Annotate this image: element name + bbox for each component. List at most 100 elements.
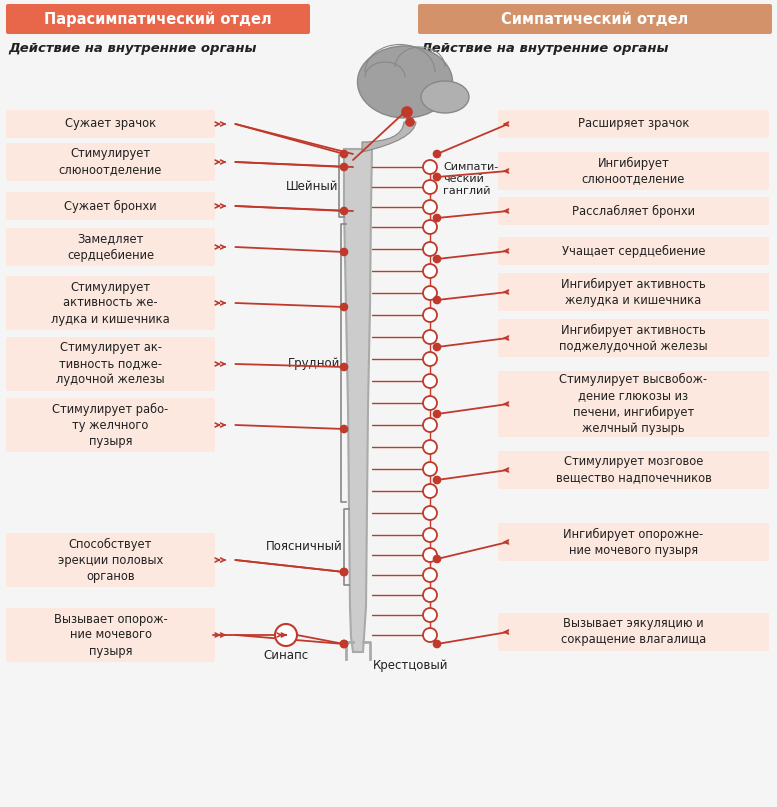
Text: Замедляет
сердцебиение: Замедляет сердцебиение <box>67 232 154 261</box>
Circle shape <box>434 641 441 647</box>
Circle shape <box>423 588 437 602</box>
FancyBboxPatch shape <box>498 371 769 437</box>
FancyBboxPatch shape <box>498 613 769 651</box>
Circle shape <box>423 352 437 366</box>
Circle shape <box>423 528 437 542</box>
Circle shape <box>423 308 437 322</box>
FancyBboxPatch shape <box>6 192 215 220</box>
Circle shape <box>423 484 437 498</box>
Circle shape <box>423 462 437 476</box>
Circle shape <box>434 150 441 157</box>
Circle shape <box>423 286 437 300</box>
Circle shape <box>434 256 441 262</box>
Circle shape <box>434 555 441 562</box>
Circle shape <box>423 440 437 454</box>
Text: Стимулирует ак-
тивность поджe-
лудочной железы: Стимулирует ак- тивность поджe- лудочной… <box>56 341 165 387</box>
Circle shape <box>423 506 437 520</box>
Circle shape <box>423 242 437 256</box>
FancyBboxPatch shape <box>498 152 769 190</box>
Circle shape <box>402 107 412 117</box>
Circle shape <box>423 608 437 622</box>
Circle shape <box>340 641 347 647</box>
Text: Сужает зрачок: Сужает зрачок <box>65 118 156 131</box>
FancyBboxPatch shape <box>498 451 769 489</box>
Circle shape <box>423 374 437 388</box>
Text: Стимулирует
активность же-
лудка и кишечника: Стимулирует активность же- лудка и кишеч… <box>51 281 170 325</box>
FancyBboxPatch shape <box>6 110 215 138</box>
Text: Симпатический отдел: Симпатический отдел <box>501 11 688 27</box>
PathPatch shape <box>362 122 416 152</box>
Text: Поясничный: Поясничный <box>267 541 343 554</box>
Text: Стимулирует
слюноотделение: Стимулирует слюноотделение <box>59 148 162 177</box>
Circle shape <box>340 164 347 170</box>
FancyBboxPatch shape <box>6 228 215 266</box>
Text: Расширяет зрачок: Расширяет зрачок <box>578 118 689 131</box>
Circle shape <box>340 249 347 256</box>
FancyBboxPatch shape <box>6 398 215 452</box>
Text: Парасимпатический отдел: Парасимпатический отдел <box>44 11 272 27</box>
Text: Ингибирует
слюноотделение: Ингибирует слюноотделение <box>582 157 685 186</box>
Text: Вызывает эякуляцию и
сокращение влагалища: Вызывает эякуляцию и сокращение влагалищ… <box>561 617 706 646</box>
Text: Крестцовый: Крестцовый <box>373 659 448 672</box>
FancyBboxPatch shape <box>498 197 769 225</box>
Text: Ингибирует активность
поджелудочной железы: Ингибирует активность поджелудочной желе… <box>559 324 708 353</box>
Text: Шейный: Шейный <box>285 179 338 193</box>
FancyBboxPatch shape <box>498 273 769 311</box>
Circle shape <box>423 548 437 562</box>
FancyBboxPatch shape <box>6 608 215 662</box>
Text: Способствует
эрекции половых
органов: Способствует эрекции половых органов <box>57 537 163 583</box>
Circle shape <box>423 264 437 278</box>
Ellipse shape <box>421 81 469 113</box>
Circle shape <box>434 344 441 350</box>
Circle shape <box>423 180 437 194</box>
Text: Действие на внутренние органы: Действие на внутренние органы <box>420 42 668 55</box>
Circle shape <box>423 396 437 410</box>
Circle shape <box>423 418 437 432</box>
Circle shape <box>423 200 437 214</box>
Text: Действие на внутренние органы: Действие на внутренние органы <box>8 42 256 55</box>
Circle shape <box>340 303 347 311</box>
Text: Стимулирует мозговое
вещество надпочечников: Стимулирует мозговое вещество надпочечни… <box>556 455 712 484</box>
FancyBboxPatch shape <box>498 319 769 357</box>
Circle shape <box>340 641 347 647</box>
Circle shape <box>406 118 414 126</box>
FancyBboxPatch shape <box>418 4 772 34</box>
Circle shape <box>434 411 441 417</box>
Circle shape <box>340 568 347 575</box>
FancyBboxPatch shape <box>6 337 215 391</box>
FancyBboxPatch shape <box>498 110 769 138</box>
Circle shape <box>434 476 441 483</box>
PathPatch shape <box>344 149 372 652</box>
Text: Стимулирует рабо-
ту желчного
пузыря: Стимулирует рабо- ту желчного пузыря <box>52 403 169 448</box>
Text: Синапс: Синапс <box>263 649 308 662</box>
Circle shape <box>340 363 347 370</box>
Circle shape <box>340 568 347 575</box>
FancyBboxPatch shape <box>6 4 310 34</box>
FancyBboxPatch shape <box>6 533 215 587</box>
FancyBboxPatch shape <box>498 237 769 265</box>
Circle shape <box>434 215 441 221</box>
Ellipse shape <box>357 46 452 118</box>
Circle shape <box>423 330 437 344</box>
Circle shape <box>423 568 437 582</box>
Circle shape <box>340 150 347 157</box>
Circle shape <box>423 160 437 174</box>
Text: Вызывает опорож-
ние мочевого
пузыря: Вызывает опорож- ние мочевого пузыря <box>54 613 167 658</box>
Circle shape <box>275 624 297 646</box>
Text: Расслабляет бронхи: Расслабляет бронхи <box>572 204 695 218</box>
FancyBboxPatch shape <box>6 276 215 330</box>
Circle shape <box>340 425 347 433</box>
Text: Грудной: Грудной <box>287 357 340 370</box>
Text: Симпати-
ческий
ганглий: Симпати- ческий ганглий <box>443 161 498 196</box>
Text: Ингибирует опорожне-
ние мочевого пузыря: Ингибирует опорожне- ние мочевого пузыря <box>563 528 704 557</box>
Text: Ингибирует активность
желудка и кишечника: Ингибирует активность желудка и кишечник… <box>561 278 706 307</box>
Text: Учащает сердцебиение: Учащает сердцебиение <box>562 245 706 257</box>
Circle shape <box>423 220 437 234</box>
FancyBboxPatch shape <box>6 143 215 181</box>
Circle shape <box>423 628 437 642</box>
Text: Стимулирует высвобож-
дение глюкозы из
печени, ингибирует
желчный пузырь: Стимулирует высвобож- дение глюкозы из п… <box>559 374 708 435</box>
Circle shape <box>340 207 347 215</box>
FancyBboxPatch shape <box>498 523 769 561</box>
Circle shape <box>434 174 441 181</box>
Circle shape <box>434 296 441 303</box>
